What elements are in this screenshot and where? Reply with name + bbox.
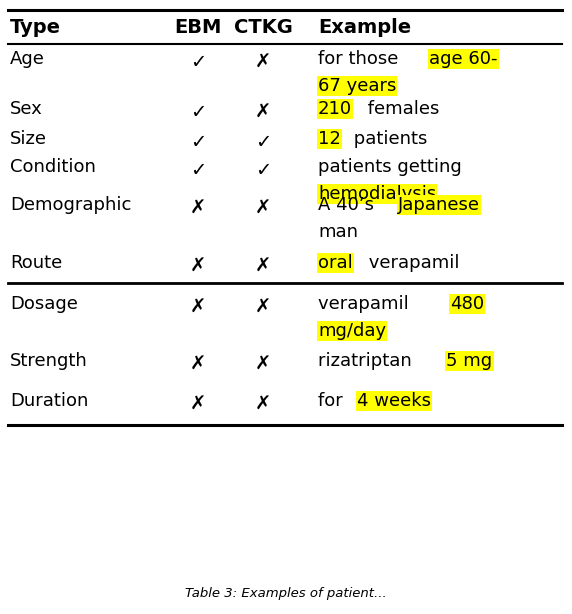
Text: Dosage: Dosage (10, 295, 78, 313)
Text: ✓: ✓ (190, 133, 206, 152)
Text: 5 mg: 5 mg (446, 352, 492, 370)
Text: man: man (318, 223, 358, 241)
Text: ✓: ✓ (190, 103, 206, 122)
Text: Strength: Strength (10, 352, 88, 370)
Text: Japanese: Japanese (398, 196, 480, 214)
Text: for: for (318, 392, 348, 410)
Text: EBM: EBM (174, 18, 222, 37)
Text: ✗: ✗ (190, 257, 206, 276)
Text: 12: 12 (318, 130, 341, 148)
Text: oral: oral (318, 254, 353, 272)
Text: Example: Example (318, 18, 411, 37)
Text: ✗: ✗ (190, 199, 206, 218)
Text: Sex: Sex (10, 100, 43, 118)
Text: ✗: ✗ (190, 298, 206, 317)
Text: Type: Type (10, 18, 61, 37)
Text: Duration: Duration (10, 392, 89, 410)
Text: 4 weeks: 4 weeks (358, 392, 431, 410)
Text: 67 years: 67 years (318, 77, 396, 95)
Text: ✗: ✗ (190, 355, 206, 374)
Text: ✗: ✗ (255, 298, 271, 317)
Text: ✗: ✗ (255, 103, 271, 122)
Text: CTKG: CTKG (233, 18, 292, 37)
Text: ✗: ✗ (255, 53, 271, 72)
Text: Demographic: Demographic (10, 196, 132, 214)
Text: 210: 210 (318, 100, 352, 118)
Text: verapamil: verapamil (318, 295, 420, 313)
Text: females: females (362, 100, 439, 118)
Text: age 60-: age 60- (429, 50, 498, 68)
Text: Size: Size (10, 130, 47, 148)
Text: verapamil: verapamil (363, 254, 459, 272)
Text: A 40’s: A 40’s (318, 196, 380, 214)
Text: Age: Age (10, 50, 45, 68)
Text: mg/day: mg/day (318, 322, 386, 340)
Text: hemodialysis: hemodialysis (318, 185, 436, 203)
Text: 480: 480 (450, 295, 484, 313)
Text: patients getting: patients getting (318, 158, 462, 176)
Text: ✓: ✓ (255, 161, 271, 180)
Text: rizatriptan: rizatriptan (318, 352, 418, 370)
Text: ✗: ✗ (255, 355, 271, 374)
Text: Route: Route (10, 254, 62, 272)
Text: Condition: Condition (10, 158, 96, 176)
Text: ✗: ✗ (255, 257, 271, 276)
Text: for those: for those (318, 50, 404, 68)
Text: ✓: ✓ (190, 161, 206, 180)
Text: ✓: ✓ (255, 133, 271, 152)
Text: ✗: ✗ (255, 199, 271, 218)
Text: Table 3: Examples of patient...: Table 3: Examples of patient... (185, 587, 387, 600)
Text: patients: patients (348, 130, 427, 148)
Text: ✓: ✓ (190, 53, 206, 72)
Text: ✗: ✗ (255, 395, 271, 414)
Text: ✗: ✗ (190, 395, 206, 414)
